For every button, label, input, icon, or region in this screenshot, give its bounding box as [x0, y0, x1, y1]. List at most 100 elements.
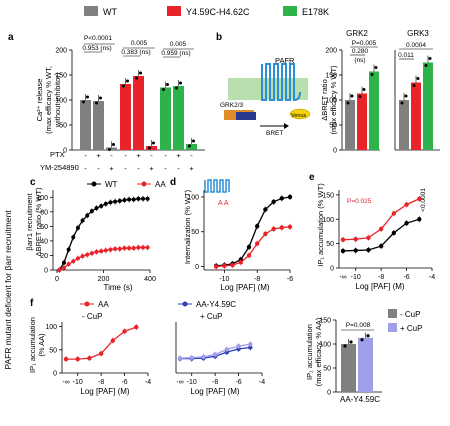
- grk3-pval-2: 0.011: [398, 52, 414, 59]
- panel-c-xlabel: Time (s): [103, 283, 132, 292]
- e-y-tick-label: 150: [322, 192, 334, 199]
- panel-b-datapoint: [350, 94, 354, 98]
- legend-label-wt: WT: [103, 7, 117, 17]
- panel-e: e IP₁ accumulation (% WT) Log [PAF] (M) …: [309, 172, 435, 291]
- panel-a-datapoint: [135, 76, 138, 80]
- panel-b-bar: [357, 93, 367, 150]
- f-right-x-tick-label: -8: [212, 379, 218, 386]
- d-y-tick-label: 0: [195, 264, 199, 271]
- panel-a-bar: [173, 86, 184, 150]
- legend-swatch-e178k: [283, 6, 297, 16]
- panel-g-datapoint: [360, 338, 364, 342]
- panel-a-ym-mark: -: [164, 164, 167, 173]
- c-datapoint: [61, 260, 66, 265]
- c-y-tick-label: 20: [40, 253, 48, 260]
- panel-a-row1-label: PTX: [50, 150, 65, 159]
- grk3-pval-1: 0.0004: [406, 42, 426, 49]
- panel-a-ym-mark: +: [109, 164, 114, 173]
- panel-f-legend-right-1: AA-Y4.59C: [196, 300, 236, 309]
- f-right-datapoint: [177, 355, 183, 361]
- panel-b-grk2-y-tick-label: 100: [325, 98, 337, 105]
- e-y-tick-label: 50: [326, 241, 334, 248]
- c-y-tick-label: 0: [44, 268, 48, 275]
- d-datapoint: [246, 253, 252, 258]
- panel-a-datapoint: [175, 86, 178, 90]
- f-left-datapoint: [122, 329, 127, 334]
- grk2-pval-1: P=0.005: [352, 40, 377, 47]
- d-x-tick-label: -8: [254, 276, 260, 283]
- panel-g-xlabel: AA-Y4.59C: [340, 395, 380, 404]
- f-left-datapoint: [110, 338, 116, 343]
- panel-c-legend-aa: AA: [155, 180, 166, 189]
- e-datapoint: [417, 217, 422, 222]
- panel-g-y-tick-label: 0: [327, 390, 331, 397]
- e-datapoint: [378, 226, 384, 232]
- e-y-tick-label: 0: [330, 266, 334, 273]
- e-datapoint: [404, 220, 409, 226]
- d-datapoint: [279, 225, 284, 230]
- e-datapoint: [353, 248, 358, 253]
- panel-a-pval-4: 0.383 (ns): [121, 49, 150, 56]
- legend-swatch-plus-cup: [388, 323, 397, 332]
- panel-a-datapoint: [99, 96, 102, 100]
- panel-f-cond-left: - CuP: [82, 312, 102, 321]
- c-datapoint: [99, 249, 104, 254]
- c-datapoint: [66, 247, 71, 252]
- panel-a-ylabel-1: Ca²⁺ release: [35, 79, 44, 122]
- f-left-datapoint: [134, 324, 139, 330]
- c-datapoint: [66, 262, 71, 267]
- grk2-title: GRK2: [346, 29, 368, 38]
- panel-a-ym-mark: +: [189, 164, 194, 173]
- panel-b-datapoint: [400, 101, 404, 105]
- c-datapoint: [113, 199, 118, 204]
- panel-b-datapoint: [374, 66, 378, 69]
- panel-g-bar: [358, 337, 373, 392]
- f-right-datapoint: [236, 343, 241, 349]
- panel-a-ptx-mark: +: [136, 151, 141, 160]
- f-left-datapoint: [87, 355, 92, 361]
- panel-b-bar: [345, 100, 355, 150]
- panel-b-grk2-y-tick-label: 200: [325, 48, 337, 55]
- panel-c-legend-wt: WT: [105, 180, 118, 189]
- d-series-line: [216, 226, 291, 268]
- panel-a-datapoint: [86, 95, 89, 99]
- panel-f-legend-right-2: + CuP: [200, 312, 222, 321]
- f-left-x-tick-label-inf: -∞: [62, 379, 69, 386]
- venus-icon: [289, 108, 311, 120]
- panel-a-ym-mark: +: [149, 164, 154, 173]
- d-datapoint: [263, 231, 268, 237]
- e-x-tick-label: -10: [351, 274, 361, 281]
- panel-g-y-tick-label: 150: [319, 318, 331, 325]
- panel-a-ptx-mark: -: [150, 151, 153, 160]
- c-datapoint: [89, 209, 94, 214]
- panel-a-row2-label: YM-254890: [40, 163, 79, 172]
- e-datapoint: [366, 235, 371, 240]
- c-datapoint: [127, 197, 132, 202]
- panel-a-y-tick-label: 150: [55, 73, 67, 80]
- d-datapoint: [222, 263, 227, 269]
- panel-b-grk2-y-tick-label: 150: [325, 73, 337, 80]
- panel-g-datapoint: [349, 340, 353, 344]
- panel-b-grk2-y-tick-label: 50: [329, 123, 337, 130]
- panel-b-datapoint: [412, 84, 416, 87]
- panel-a-ym-mark: -: [97, 164, 100, 173]
- panel-a-bar: [106, 147, 117, 150]
- panel-a-ptx-mark: +: [176, 151, 181, 160]
- panel-letter-e: e: [309, 172, 315, 183]
- c-y-tick-label: 100: [36, 195, 48, 202]
- c-datapoint: [141, 196, 146, 201]
- panel-e-ylabel: IP₁ accumulation (% WT): [316, 183, 325, 267]
- e-x-tick-label-inf: -∞: [339, 274, 346, 281]
- panel-b-datapoint: [370, 73, 374, 76]
- panel-g-legend-2: + CuP: [400, 324, 422, 333]
- panel-b-significance: P=0.005 0.280 (ns) 0.0004 0.011: [350, 40, 433, 64]
- f-left-x-tick-label: -8: [98, 379, 104, 386]
- panel-b-datapoint: [424, 64, 428, 67]
- panel-a-ylabel-3: without inhibitor): [53, 72, 62, 128]
- c-datapoint: [145, 245, 150, 250]
- panel-e-xlabel: Log [PAF] (M): [355, 282, 405, 291]
- c-y-tick-label: 80: [40, 209, 48, 216]
- panel-a-pval-3: 0.005: [131, 40, 148, 47]
- panel-a-datapoint: [179, 81, 182, 85]
